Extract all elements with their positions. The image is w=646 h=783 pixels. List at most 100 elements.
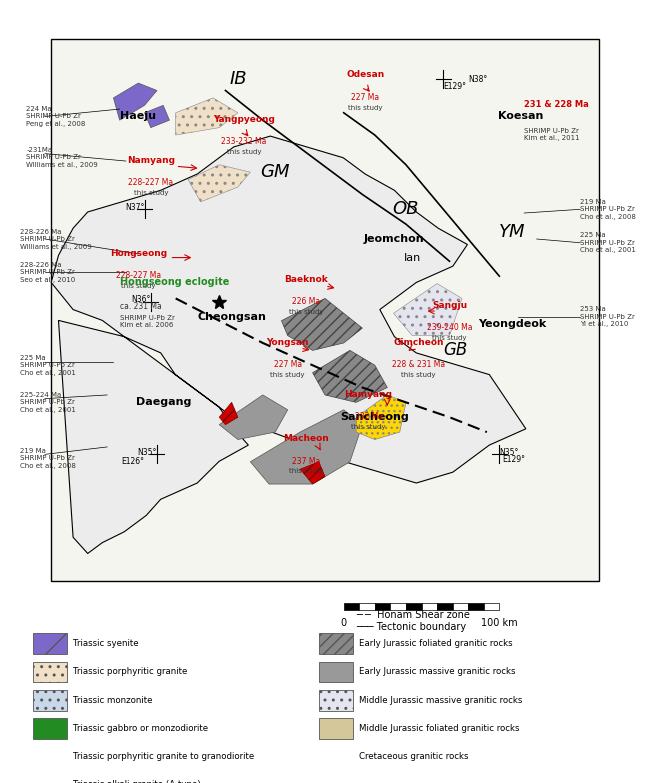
Text: this study: this study xyxy=(348,105,382,110)
Polygon shape xyxy=(114,83,157,121)
Text: Koesan: Koesan xyxy=(499,111,544,121)
Text: 227 Ma: 227 Ma xyxy=(274,360,302,369)
Text: N35°: N35° xyxy=(499,448,519,456)
Text: Cheongsan: Cheongsan xyxy=(197,312,266,322)
Text: Yeongdeok: Yeongdeok xyxy=(477,319,546,330)
Text: Sangju: Sangju xyxy=(432,301,467,309)
Polygon shape xyxy=(300,462,325,484)
Text: Hongseong eclogite: Hongseong eclogite xyxy=(120,277,229,287)
Text: 219 Ma
SHRIMP U-Pb Zr
Cho et al., 2008: 219 Ma SHRIMP U-Pb Zr Cho et al., 2008 xyxy=(580,199,636,220)
Text: Odesan: Odesan xyxy=(346,70,384,79)
Text: ─── Tectonic boundary: ─── Tectonic boundary xyxy=(356,622,466,632)
Text: N35°: N35° xyxy=(138,448,157,456)
Bar xyxy=(32,662,67,682)
Text: 228-226 Ma
SHRIMP U-Pb Zr
Williams et al., 2009: 228-226 Ma SHRIMP U-Pb Zr Williams et al… xyxy=(20,229,92,250)
Text: Daegang: Daegang xyxy=(136,397,191,407)
Polygon shape xyxy=(145,106,169,128)
Text: -231Ma
SHRIMP U-Pb Zr
Williams et al., 2009: -231Ma SHRIMP U-Pb Zr Williams et al., 2… xyxy=(26,147,98,168)
Text: GM: GM xyxy=(260,163,290,181)
Polygon shape xyxy=(356,395,406,439)
Bar xyxy=(319,633,353,654)
Text: Triassic syenite: Triassic syenite xyxy=(73,639,139,648)
Text: ca. 231 Ma: ca. 231 Ma xyxy=(120,302,162,311)
Text: 237 Ma: 237 Ma xyxy=(292,456,320,466)
Bar xyxy=(32,633,67,654)
Text: Macheon: Macheon xyxy=(284,435,329,443)
Text: Hongseong: Hongseong xyxy=(110,248,167,258)
Text: this study: this study xyxy=(271,372,305,378)
Bar xyxy=(32,718,67,738)
Text: 232 Ma: 232 Ma xyxy=(355,412,382,421)
Text: this study: this study xyxy=(401,372,435,378)
Text: Triassic gabbro or monzodiorite: Triassic gabbro or monzodiorite xyxy=(73,723,208,733)
Bar xyxy=(319,662,353,682)
Text: 228-227 Ma: 228-227 Ma xyxy=(116,271,161,280)
Text: E126°: E126° xyxy=(121,457,145,467)
Text: Baeknok: Baeknok xyxy=(284,275,328,283)
Text: N37°: N37° xyxy=(125,203,145,211)
Polygon shape xyxy=(393,283,462,336)
Bar xyxy=(319,718,353,738)
Text: 100 km: 100 km xyxy=(481,618,517,628)
Text: 239-240 Ma: 239-240 Ma xyxy=(427,323,472,332)
Text: OB: OB xyxy=(393,200,419,218)
Text: GB: GB xyxy=(444,341,468,359)
Text: Triassic alkali granite (A-type): Triassic alkali granite (A-type) xyxy=(73,781,201,783)
Polygon shape xyxy=(282,298,362,351)
Bar xyxy=(51,38,599,580)
Text: 228 & 231 Ma: 228 & 231 Ma xyxy=(392,360,445,369)
Text: this study: this study xyxy=(351,424,386,430)
Text: Triassic porphyritic granite to granodiorite: Triassic porphyritic granite to granodio… xyxy=(73,752,255,761)
Text: E129°: E129° xyxy=(443,82,466,92)
Text: this study: this study xyxy=(289,309,324,315)
Bar xyxy=(319,746,353,767)
Text: Middle Jurassic massive granitic rocks: Middle Jurassic massive granitic rocks xyxy=(359,695,523,705)
Text: Jeomchon: Jeomchon xyxy=(363,234,424,244)
Polygon shape xyxy=(176,98,238,135)
Text: 219 Ma
SHRIMP U-Pb Zr
Cho et al., 2008: 219 Ma SHRIMP U-Pb Zr Cho et al., 2008 xyxy=(20,448,76,468)
Bar xyxy=(32,746,67,767)
Text: YM: YM xyxy=(499,222,525,240)
Text: ─ ─  Honam Shear zone: ─ ─ Honam Shear zone xyxy=(356,610,470,620)
Text: 226 Ma: 226 Ma xyxy=(292,297,320,306)
Text: Sancheong: Sancheong xyxy=(340,412,409,422)
Text: this study: this study xyxy=(432,335,467,341)
Polygon shape xyxy=(188,164,251,202)
Text: 225 Ma
SHRIMP U-Pb Zr
Cho et al., 2001: 225 Ma SHRIMP U-Pb Zr Cho et al., 2001 xyxy=(20,355,76,376)
Text: Triassic porphyritic granite: Triassic porphyritic granite xyxy=(73,667,187,677)
Text: Cretaceous granitic rocks: Cretaceous granitic rocks xyxy=(359,752,469,761)
Text: 253 Ma
SHRIMP U-Pb Zr
Yi et al., 2010: 253 Ma SHRIMP U-Pb Zr Yi et al., 2010 xyxy=(580,306,635,327)
Polygon shape xyxy=(51,136,526,554)
Text: E129°: E129° xyxy=(503,455,525,464)
Text: 228-226 Ma
SHRIMP U-Pb Zr
Seo et al., 2010: 228-226 Ma SHRIMP U-Pb Zr Seo et al., 20… xyxy=(20,262,76,283)
Bar xyxy=(319,690,353,710)
Bar xyxy=(32,774,67,783)
Text: N38°: N38° xyxy=(468,75,488,84)
Text: Haeju: Haeju xyxy=(120,111,156,121)
Text: Middle Jurassic foliated granitic rocks: Middle Jurassic foliated granitic rocks xyxy=(359,723,520,733)
Text: N36°: N36° xyxy=(131,295,151,305)
Polygon shape xyxy=(313,351,387,402)
Text: 225 Ma
SHRIMP U-Pb Zr
Cho et al., 2001: 225 Ma SHRIMP U-Pb Zr Cho et al., 2001 xyxy=(580,233,636,253)
Text: Ian: Ian xyxy=(404,253,421,262)
Text: Triassic monzonite: Triassic monzonite xyxy=(73,695,152,705)
Text: IB: IB xyxy=(229,70,247,88)
Text: 0: 0 xyxy=(340,618,347,628)
Polygon shape xyxy=(219,402,238,424)
Text: 225-224 Ma
SHRIMP U-Pb Zr
Cho et al., 2001: 225-224 Ma SHRIMP U-Pb Zr Cho et al., 20… xyxy=(20,392,76,413)
Text: Namyang: Namyang xyxy=(127,156,175,164)
Text: 233-232 Ma: 233-232 Ma xyxy=(222,137,267,146)
Bar xyxy=(32,690,67,710)
Text: SHRIMP U-Pb Zr
Kim et al. 2006: SHRIMP U-Pb Zr Kim et al. 2006 xyxy=(120,316,174,329)
Polygon shape xyxy=(219,395,287,439)
Text: 227 Ma: 227 Ma xyxy=(351,92,380,102)
Text: 228-227 Ma: 228-227 Ma xyxy=(128,178,173,187)
Polygon shape xyxy=(251,410,362,484)
Text: this study: this study xyxy=(227,149,262,155)
Text: this study: this study xyxy=(121,283,156,289)
Text: Gimcheon: Gimcheon xyxy=(393,337,444,347)
Text: Early Jurassic foliated granitic rocks: Early Jurassic foliated granitic rocks xyxy=(359,639,513,648)
Text: 231 & 228 Ma: 231 & 228 Ma xyxy=(524,100,589,109)
Text: Hamyang: Hamyang xyxy=(344,390,393,399)
Text: Early Jurassic massive granitic rocks: Early Jurassic massive granitic rocks xyxy=(359,667,516,677)
